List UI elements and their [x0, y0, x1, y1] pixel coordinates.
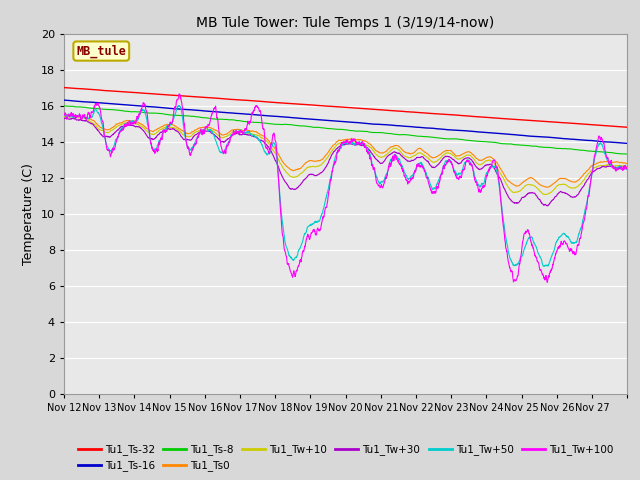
Title: MB Tule Tower: Tule Temps 1 (3/19/14-now): MB Tule Tower: Tule Temps 1 (3/19/14-now… [196, 16, 495, 30]
Text: MB_tule: MB_tule [76, 44, 126, 58]
Legend: Tu1_Ts-32, Tu1_Ts-16, Tu1_Ts-8, Tu1_Ts0, Tu1_Tw+10, Tu1_Tw+30, Tu1_Tw+50, Tu1_Tw: Tu1_Ts-32, Tu1_Ts-16, Tu1_Ts-8, Tu1_Ts0,… [74, 440, 618, 476]
Y-axis label: Temperature (C): Temperature (C) [22, 163, 35, 264]
